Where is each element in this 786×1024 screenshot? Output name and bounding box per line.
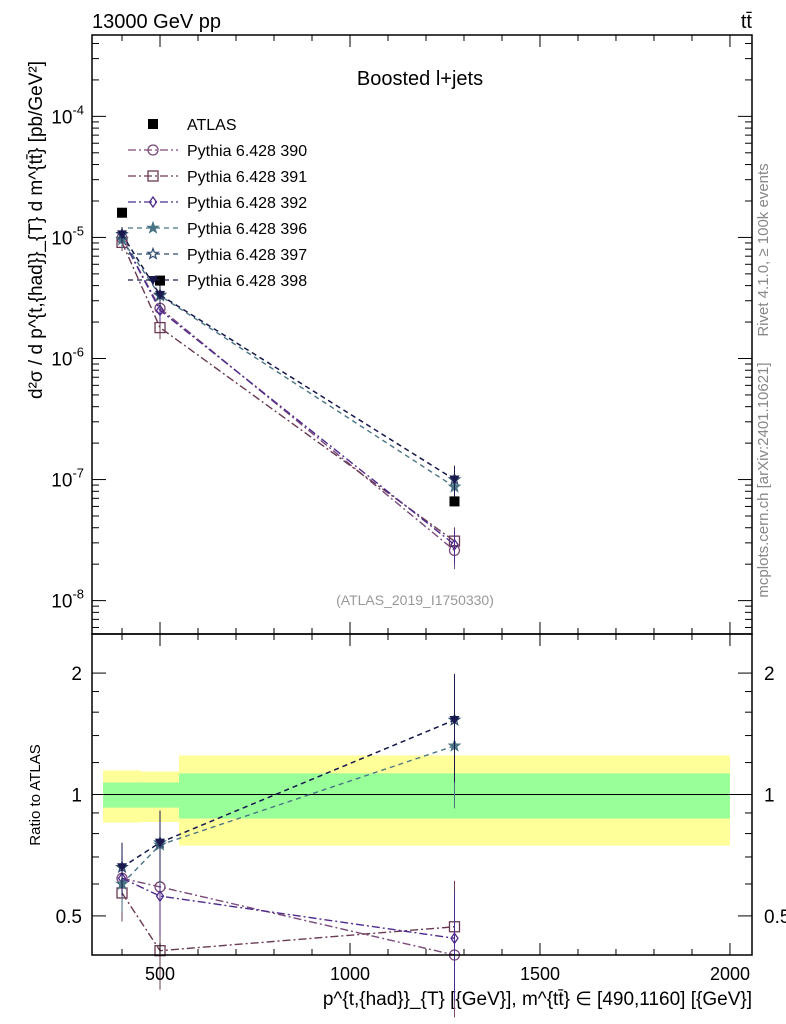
marker-data <box>148 119 158 129</box>
ratio-series-line <box>121 877 455 939</box>
x-tick-label: 2000 <box>710 964 750 984</box>
x-tick-label: 1000 <box>330 964 370 984</box>
legend-label: Pythia 6.428 398 <box>187 273 307 290</box>
legend-label: Pythia 6.428 392 <box>187 195 307 212</box>
y-tick-label: 10-7 <box>51 466 84 492</box>
y-tick-label: 10-8 <box>51 587 84 613</box>
marker-circle <box>147 144 159 156</box>
series-line <box>121 233 455 481</box>
legend-label: Pythia 6.428 396 <box>187 221 307 238</box>
legend-label-data: ATLAS <box>187 117 237 134</box>
ratio-y-tick-label-right: 0.5 <box>764 907 786 928</box>
x-axis-label: p^{t,{had}}_{T} [{GeV}], m^{tt̄} ∈ [490,… <box>323 989 752 1010</box>
ratio-y-axis-label: Ratio to ATLAS <box>27 744 44 845</box>
marker-triangle <box>148 276 158 285</box>
marker-diamond <box>148 195 158 209</box>
marker-triangle <box>155 290 166 300</box>
marker-triangle <box>155 838 166 848</box>
marker-triangle <box>449 716 460 726</box>
y-tick-label: 10-4 <box>51 102 84 128</box>
marker-triangle <box>117 230 128 240</box>
marker-triangle <box>449 475 460 485</box>
rivet-label: Rivet 4.1.0, ≥ 100k events <box>755 163 772 336</box>
marker-star <box>146 220 160 234</box>
ratio-series-line <box>121 892 455 952</box>
ratio-y-tick-label: 2 <box>71 664 82 685</box>
watermark: (ATLAS_2019_I1750330) <box>336 592 494 608</box>
marker-square <box>154 321 166 334</box>
y-tick-label: 10-5 <box>51 223 84 249</box>
ratio-y-tick-label: 0.5 <box>56 907 82 928</box>
marker-data <box>155 275 166 286</box>
marker-star <box>146 246 160 260</box>
mcplots-label: mcplots.cern.ch [arXiv:2401.10621] <box>755 362 772 597</box>
marker-triangle <box>117 863 128 873</box>
legend-label: Pythia 6.428 391 <box>187 169 307 186</box>
ratio-y-tick-label-right: 1 <box>764 786 775 807</box>
y-tick-label: 10-6 <box>51 344 84 370</box>
chart-title: Boosted l+jets <box>357 68 483 90</box>
legend-label: Pythia 6.428 390 <box>187 143 307 160</box>
legend-label: Pythia 6.428 397 <box>187 247 307 264</box>
marker-diamond <box>450 932 459 945</box>
ratio-y-tick-label: 1 <box>71 786 82 807</box>
marker-data <box>117 207 128 218</box>
series-line <box>121 233 455 481</box>
marker-data <box>449 496 460 507</box>
marker-diamond <box>450 538 459 551</box>
marker-diamond <box>155 889 165 903</box>
header-left: 13000 GeV pp <box>92 11 221 33</box>
marker-diamond <box>155 304 165 317</box>
x-tick-label: 500 <box>145 964 175 984</box>
ratio-series-line <box>121 877 455 956</box>
header-right: tt̄ <box>741 11 753 33</box>
x-tick-label: 1500 <box>520 964 560 984</box>
ratio-y-tick-label-right: 2 <box>764 664 775 685</box>
marker-square <box>147 170 159 182</box>
uncertainty-band-green <box>103 782 142 808</box>
uncertainty-band-green <box>141 782 180 808</box>
y-axis-label: d²σ / d p^{t,{had}}_{T} d m^{tt̄} [pb/Ge… <box>26 61 47 399</box>
